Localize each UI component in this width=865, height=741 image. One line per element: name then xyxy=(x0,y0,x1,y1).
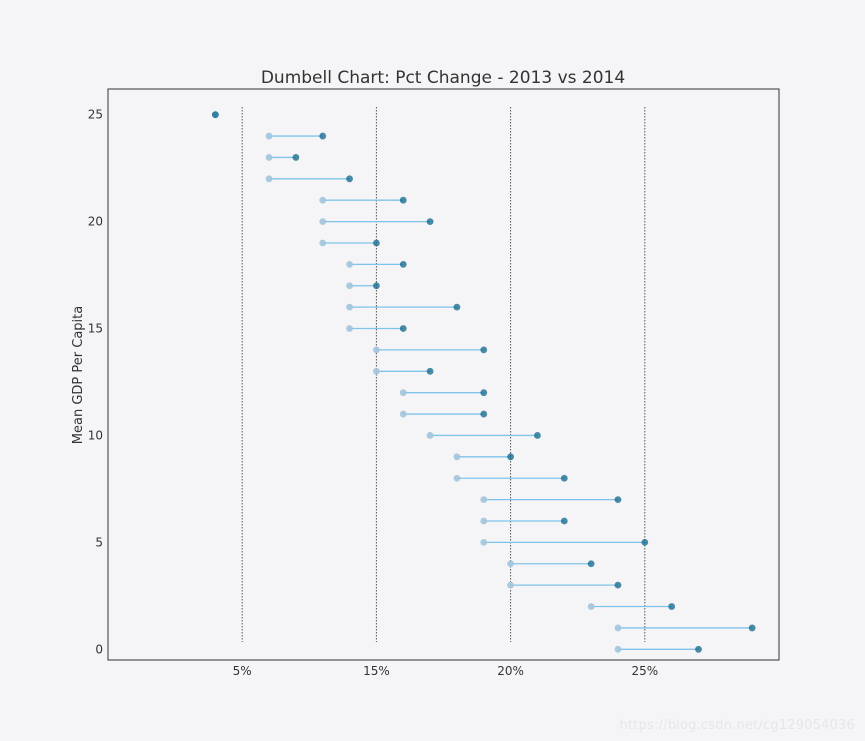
point-2014-25 xyxy=(211,111,219,119)
point-2013-22 xyxy=(265,175,273,183)
axis-ticks: 5% 15% 20% 25% 0 5 10 15 20 25 xyxy=(88,108,658,678)
point-2013-7 xyxy=(480,496,488,504)
point-2013-14 xyxy=(373,346,380,354)
point-2014-7 xyxy=(614,496,622,504)
point-2013-8 xyxy=(453,474,461,482)
point-2013-23 xyxy=(265,154,273,161)
point-2013-20 xyxy=(319,218,327,225)
point-2013-6 xyxy=(480,517,488,525)
y-tick-label-2: 10 xyxy=(88,428,103,442)
point-2014-24 xyxy=(319,132,327,140)
point-2014-22 xyxy=(346,175,353,183)
y-tick-label-1: 5 xyxy=(95,535,103,549)
point-2013-0 xyxy=(614,645,622,653)
y-tick-label-3: 15 xyxy=(88,322,103,336)
point-2013-5 xyxy=(480,538,488,546)
point-2013-11 xyxy=(399,410,407,418)
chart-title: Dumbell Chart: Pct Change - 2013 vs 2014 xyxy=(261,68,625,88)
point-2013-18 xyxy=(346,260,353,268)
point-2014-4 xyxy=(587,560,595,568)
reference-lines xyxy=(241,107,646,642)
x-tick-label-3: 25% xyxy=(631,664,658,678)
point-2014-5 xyxy=(641,538,649,546)
point-2014-1 xyxy=(748,624,756,632)
point-2013-17 xyxy=(346,282,353,290)
point-2013-19 xyxy=(319,239,327,247)
x-tick-label-1: 15% xyxy=(363,664,390,678)
x-tick-label-2: 20% xyxy=(497,664,524,678)
point-2014-15 xyxy=(399,325,407,332)
plot-frame xyxy=(107,88,780,661)
point-2014-13 xyxy=(426,367,434,375)
point-2013-2 xyxy=(587,603,595,610)
point-2014-20 xyxy=(426,218,434,225)
watermark-text: https://blog.csdn.net/cg129054036 xyxy=(619,718,855,733)
point-2013-24 xyxy=(265,132,273,140)
point-2013-9 xyxy=(453,453,461,461)
point-2013-3 xyxy=(507,581,514,589)
point-2013-15 xyxy=(346,325,353,332)
point-2014-8 xyxy=(560,474,568,482)
point-2014-12 xyxy=(480,389,488,397)
point-2014-19 xyxy=(373,239,380,247)
point-2013-4 xyxy=(507,560,514,568)
point-2013-13 xyxy=(373,367,380,375)
point-2014-21 xyxy=(399,196,407,204)
point-2014-0 xyxy=(695,645,702,653)
point-2014-16 xyxy=(453,303,461,311)
point-2013-21 xyxy=(319,196,327,204)
x-tick-label-0: 5% xyxy=(233,664,252,678)
point-2014-17 xyxy=(373,282,380,290)
point-2014-9 xyxy=(507,453,514,461)
point-2013-10 xyxy=(426,432,434,439)
point-2014-3 xyxy=(614,581,622,589)
point-2014-11 xyxy=(480,410,488,418)
y-tick-label-0: 0 xyxy=(95,642,103,656)
point-2014-10 xyxy=(534,432,541,439)
y-axis-label: Mean GDP Per Capita xyxy=(71,306,86,444)
point-2013-12 xyxy=(399,389,407,397)
point-2014-23 xyxy=(292,154,300,161)
dumbbell-marks xyxy=(211,111,756,653)
point-2014-6 xyxy=(560,517,568,525)
y-tick-label-4: 20 xyxy=(88,215,103,229)
y-tick-label-5: 25 xyxy=(88,108,103,122)
point-2013-16 xyxy=(346,303,353,311)
point-2014-14 xyxy=(480,346,488,354)
point-2014-2 xyxy=(668,603,676,610)
point-2014-18 xyxy=(399,260,407,268)
point-2013-1 xyxy=(614,624,622,632)
